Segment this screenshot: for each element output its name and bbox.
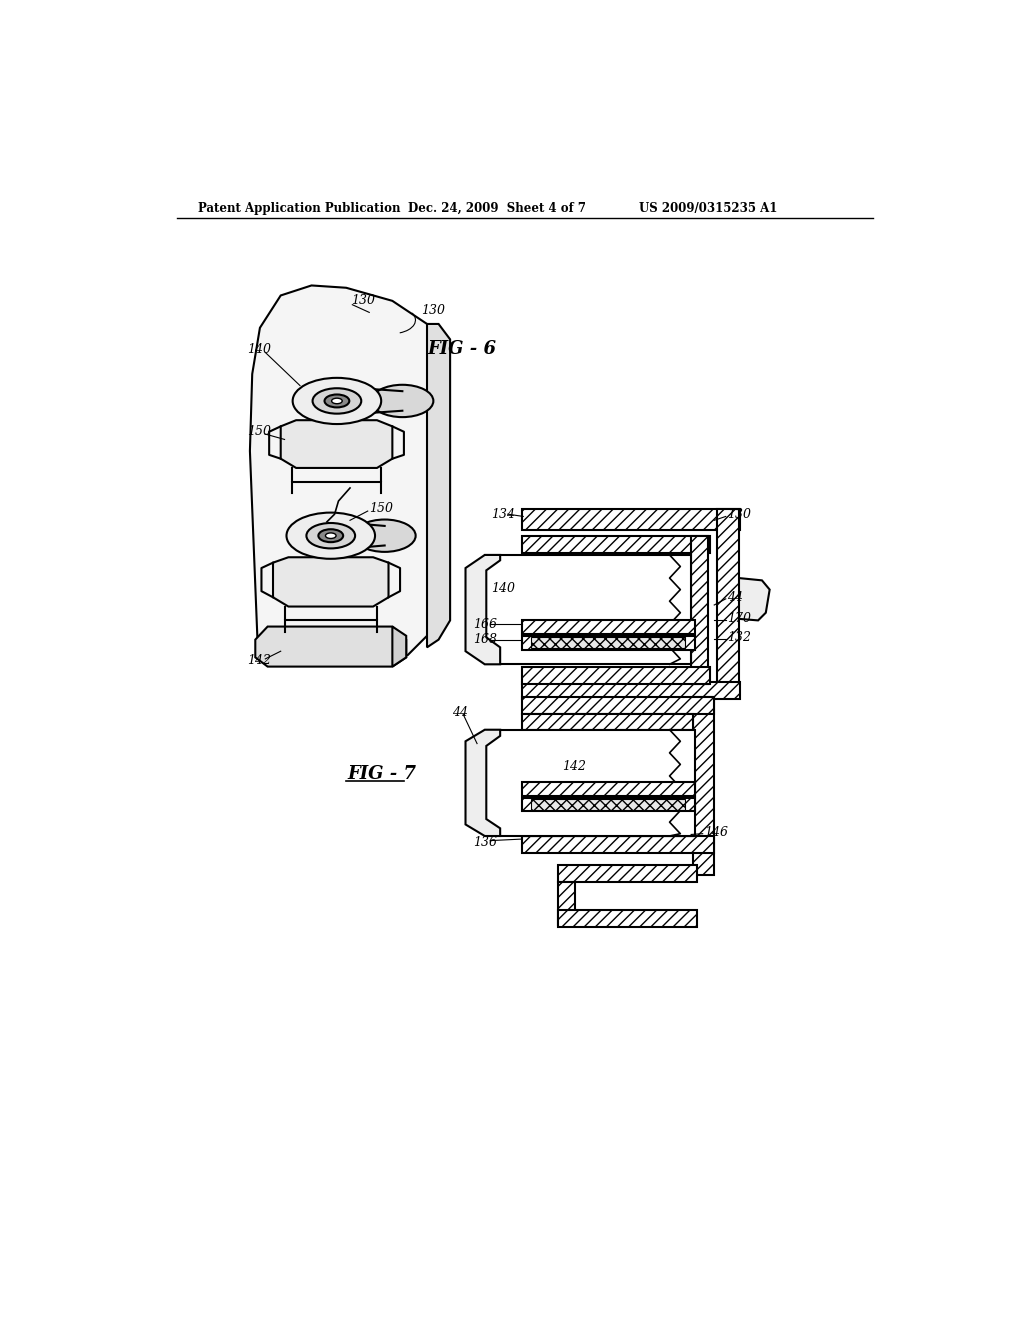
Bar <box>691 536 708 684</box>
Text: 134: 134 <box>490 508 515 520</box>
Polygon shape <box>392 627 407 667</box>
Text: 142: 142 <box>248 653 271 667</box>
Bar <box>717 508 739 697</box>
Bar <box>558 882 574 924</box>
Bar <box>521 620 695 635</box>
Bar <box>521 797 695 812</box>
Ellipse shape <box>353 520 416 552</box>
Polygon shape <box>466 730 500 836</box>
Ellipse shape <box>325 395 349 408</box>
Bar <box>521 508 739 531</box>
Polygon shape <box>739 578 770 620</box>
Bar <box>521 697 714 714</box>
Text: 130: 130 <box>422 305 445 317</box>
Text: 166: 166 <box>473 618 498 631</box>
Bar <box>521 536 711 553</box>
Bar <box>484 554 691 664</box>
Ellipse shape <box>306 523 355 548</box>
Text: Patent Application Publication: Patent Application Publication <box>199 202 400 215</box>
Text: Dec. 24, 2009  Sheet 4 of 7: Dec. 24, 2009 Sheet 4 of 7 <box>408 202 586 215</box>
Bar <box>692 697 714 875</box>
Text: US 2009/0315235 A1: US 2009/0315235 A1 <box>639 202 777 215</box>
Text: 150: 150 <box>248 425 271 438</box>
Polygon shape <box>469 734 508 799</box>
Bar <box>531 638 685 648</box>
Text: 168: 168 <box>473 634 498 647</box>
Text: 140: 140 <box>490 582 515 594</box>
Bar <box>521 836 714 853</box>
Ellipse shape <box>293 378 381 424</box>
Bar <box>558 909 696 927</box>
Ellipse shape <box>287 512 375 558</box>
Text: 146: 146 <box>705 825 728 838</box>
Polygon shape <box>273 557 388 607</box>
Ellipse shape <box>332 399 342 404</box>
Text: 142: 142 <box>562 760 586 774</box>
Polygon shape <box>466 554 500 664</box>
Text: 44: 44 <box>453 706 468 719</box>
Bar <box>521 714 692 730</box>
Polygon shape <box>250 285 438 663</box>
Text: 130: 130 <box>351 294 375 308</box>
Text: 130: 130 <box>727 508 752 520</box>
Bar <box>521 682 739 700</box>
Text: FIG - 6: FIG - 6 <box>427 341 496 358</box>
Bar <box>484 730 695 836</box>
Text: 44: 44 <box>727 591 743 603</box>
Text: FIG - 7: FIG - 7 <box>348 766 417 783</box>
Text: 136: 136 <box>473 836 498 849</box>
Bar <box>521 667 711 684</box>
Polygon shape <box>281 420 392 469</box>
Text: 140: 140 <box>248 343 271 356</box>
Bar <box>558 866 696 882</box>
Ellipse shape <box>372 385 433 417</box>
Bar <box>531 799 685 810</box>
Ellipse shape <box>312 388 361 413</box>
Text: 132: 132 <box>727 631 752 644</box>
Bar <box>521 818 692 836</box>
Polygon shape <box>255 627 407 667</box>
Ellipse shape <box>318 529 343 543</box>
Bar <box>521 636 695 649</box>
Text: 150: 150 <box>370 502 393 515</box>
Polygon shape <box>427 323 451 647</box>
Text: 170: 170 <box>727 612 752 626</box>
Ellipse shape <box>326 533 336 539</box>
Bar <box>521 781 695 796</box>
